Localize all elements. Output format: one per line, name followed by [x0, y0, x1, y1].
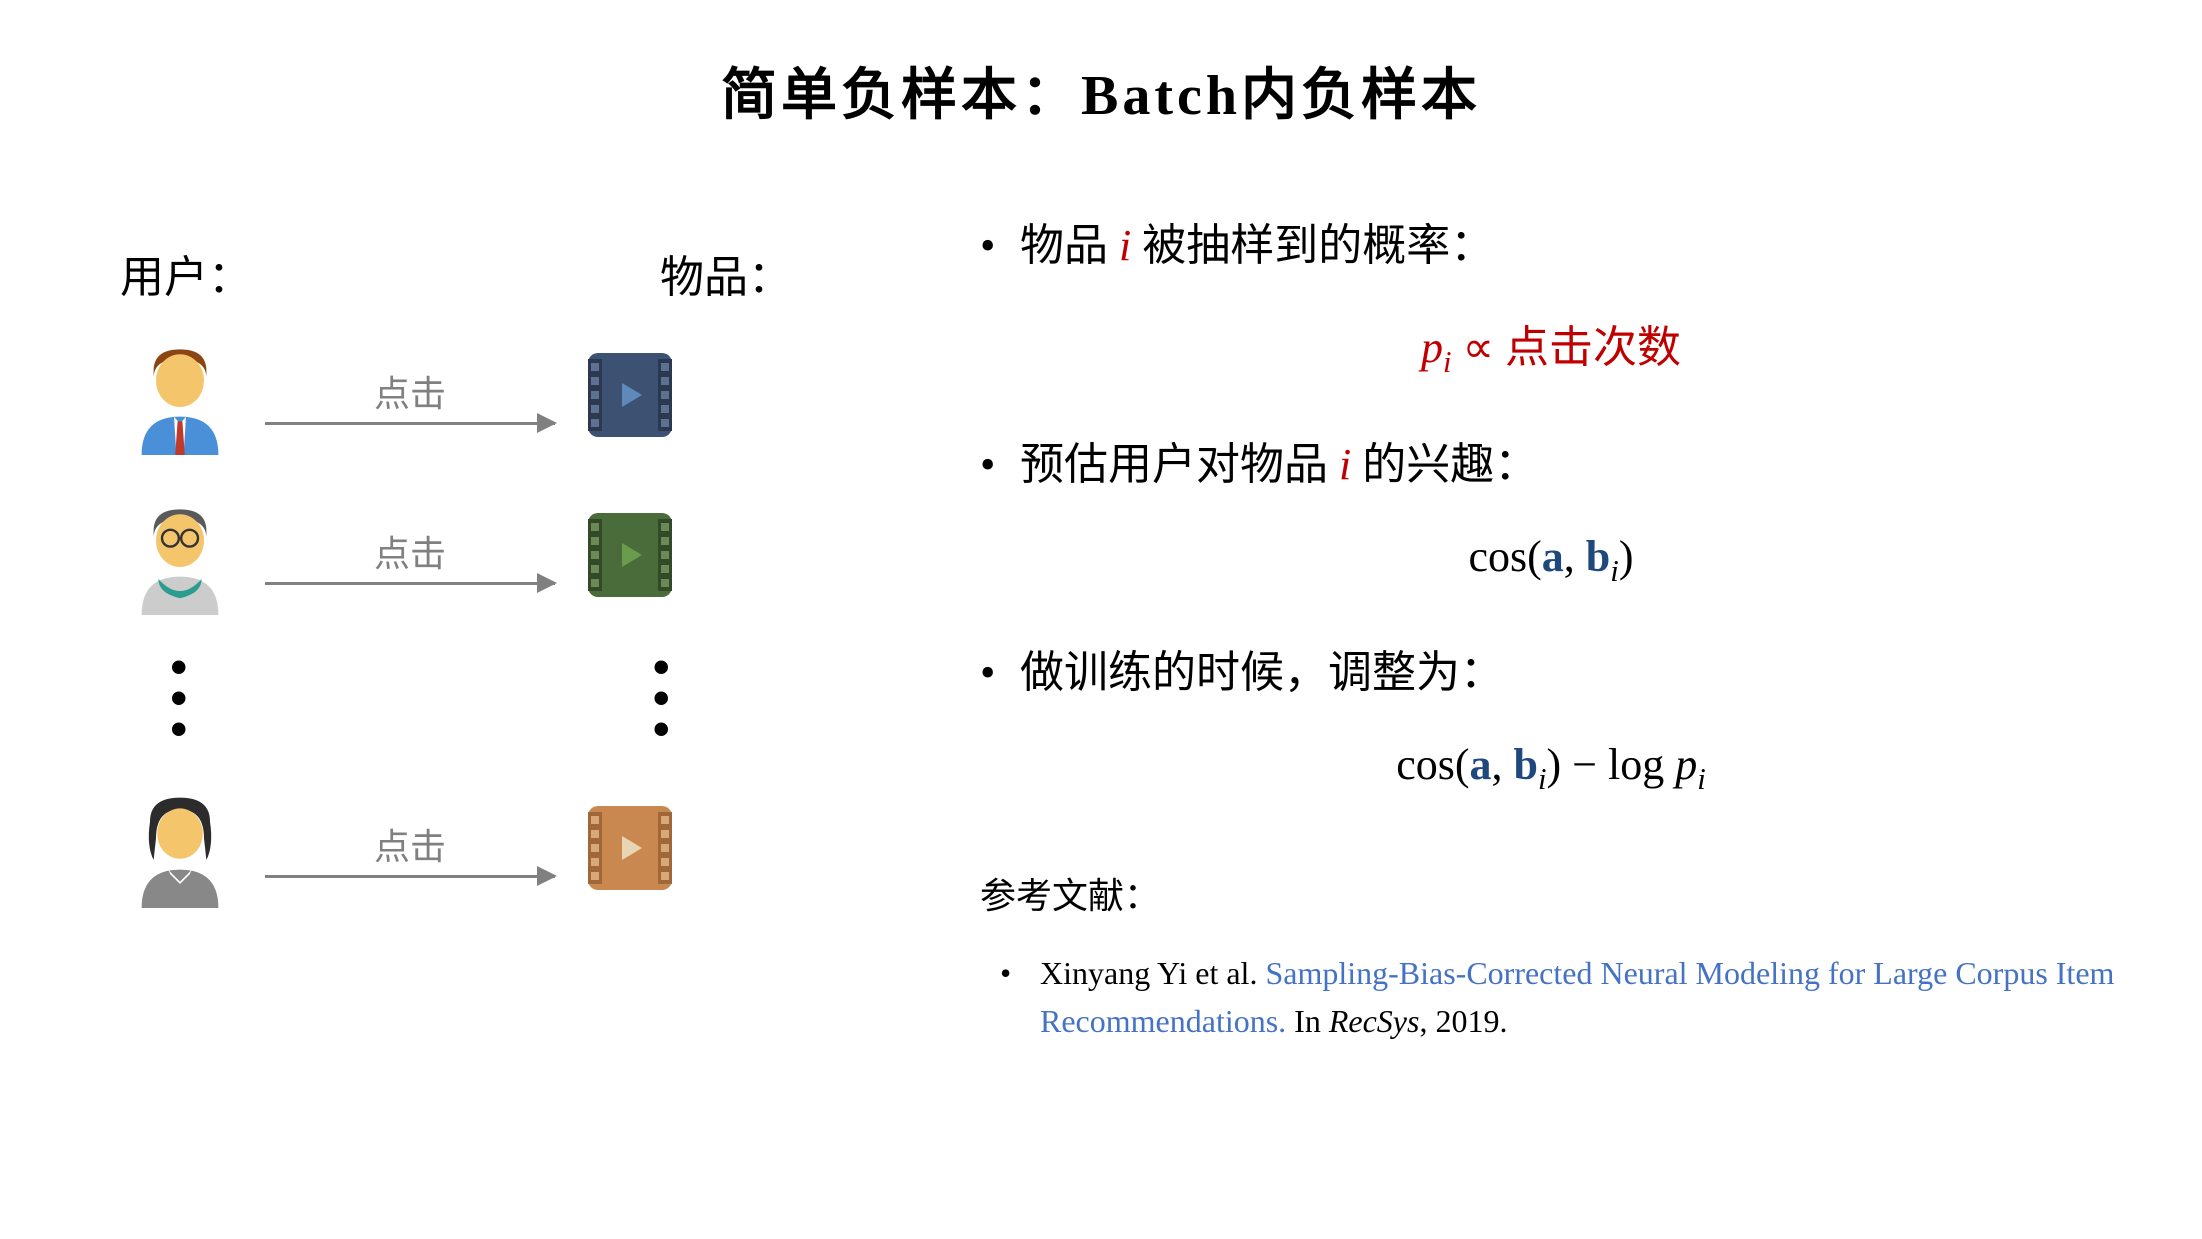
arrow-label: 点击	[374, 525, 446, 577]
click-arrow: 点击	[260, 525, 560, 585]
left-diagram: 用户： 物品： 点击	[80, 211, 880, 1045]
user-avatar-icon	[120, 335, 240, 455]
user-avatar-icon	[120, 788, 240, 908]
arrow-line-icon	[265, 875, 555, 878]
video-item-icon	[580, 345, 680, 445]
formula-train: cos(a, bi) − log pi	[980, 739, 2122, 797]
user-item-row: 点击	[120, 495, 880, 615]
bullet-interest: 预估用户对物品 i 的兴趣：	[980, 430, 2122, 500]
formula-prob: pi ∝ 点击次数	[980, 311, 2122, 380]
references-label: 参考文献：	[980, 867, 2122, 919]
formula-cos: cos(a, bi)	[980, 531, 2122, 589]
user-column-label: 用户：	[120, 241, 300, 305]
bullet-prob: 物品 i 被抽样到的概率：	[980, 211, 2122, 281]
vertical-dots-icon: •••	[170, 655, 188, 748]
user-item-row: 点击	[120, 788, 880, 908]
ellipsis-row: ••• •••	[120, 655, 880, 748]
right-bullets: 物品 i 被抽样到的概率： pi ∝ 点击次数 预估用户对物品 i 的兴趣： c…	[880, 211, 2122, 1045]
click-arrow: 点击	[260, 365, 560, 425]
click-arrow: 点击	[260, 818, 560, 878]
video-item-icon	[580, 505, 680, 605]
vertical-dots-icon: •••	[653, 655, 671, 748]
user-avatar-icon	[120, 495, 240, 615]
bullet-train: 做训练的时候，调整为：	[980, 638, 2122, 708]
user-item-row: 点击	[120, 335, 880, 455]
arrow-label: 点击	[374, 365, 446, 417]
arrow-label: 点击	[374, 818, 446, 870]
arrow-line-icon	[265, 422, 555, 425]
item-column-label: 物品：	[660, 241, 792, 305]
slide-title: 简单负样本：Batch内负样本	[80, 50, 2122, 131]
reference-entry: Xinyang Yi et al. Sampling-Bias-Correcte…	[980, 949, 2122, 1045]
arrow-line-icon	[265, 582, 555, 585]
content-area: 用户： 物品： 点击	[80, 211, 2122, 1045]
video-item-icon	[580, 798, 680, 898]
